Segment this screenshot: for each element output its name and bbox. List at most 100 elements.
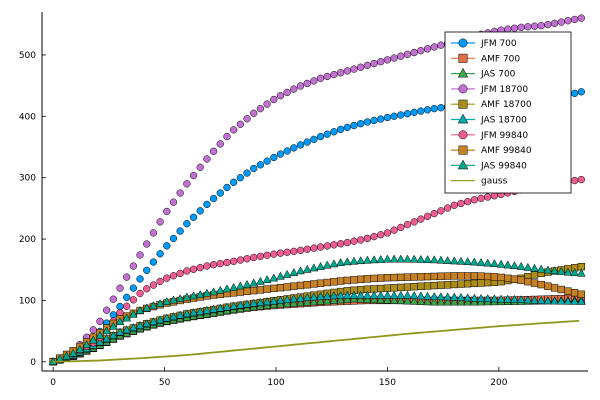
data-point xyxy=(517,23,525,31)
data-point xyxy=(550,266,559,275)
y-tick-label: 400 xyxy=(19,112,36,122)
data-point xyxy=(536,296,546,305)
data-point xyxy=(330,70,338,79)
data-point xyxy=(209,287,218,296)
data-point xyxy=(230,178,238,186)
x-tick-label: 50 xyxy=(159,378,171,388)
data-point xyxy=(416,254,426,263)
legend-label: JFM 99840 xyxy=(480,131,528,141)
data-point xyxy=(517,276,525,284)
data-point xyxy=(342,257,352,266)
data-point xyxy=(303,79,311,88)
data-point xyxy=(490,259,499,267)
data-point xyxy=(463,257,472,266)
data-point xyxy=(216,259,224,268)
data-point xyxy=(336,290,345,299)
data-point xyxy=(437,207,445,215)
data-point xyxy=(156,250,164,258)
data-point xyxy=(383,254,392,263)
data-point xyxy=(163,274,171,282)
data-point xyxy=(242,299,252,308)
data-point xyxy=(189,213,198,221)
data-point xyxy=(276,150,285,158)
data-point xyxy=(363,255,372,264)
data-point xyxy=(143,285,151,293)
data-point xyxy=(403,110,412,118)
data-point xyxy=(209,304,218,313)
data-point xyxy=(270,95,278,104)
data-point xyxy=(283,283,291,291)
data-point xyxy=(330,128,338,136)
data-point xyxy=(129,284,138,292)
data-point xyxy=(536,264,546,273)
data-point xyxy=(183,220,191,228)
data-point xyxy=(449,292,459,301)
data-point xyxy=(236,120,244,128)
data-point xyxy=(356,256,366,265)
data-point xyxy=(550,19,559,28)
data-point xyxy=(484,272,492,281)
data-point xyxy=(203,200,211,209)
data-point xyxy=(524,277,532,286)
data-point xyxy=(176,269,184,278)
data-point xyxy=(357,236,365,244)
data-point xyxy=(323,72,331,81)
data-point xyxy=(189,291,198,300)
data-point xyxy=(89,326,97,334)
data-point xyxy=(543,296,553,305)
data-point xyxy=(376,290,386,299)
data-point xyxy=(109,295,117,303)
data-point xyxy=(256,297,265,306)
data-point xyxy=(436,297,446,306)
data-point xyxy=(477,194,485,202)
data-point xyxy=(310,280,318,288)
data-point xyxy=(296,281,305,290)
data-point xyxy=(303,138,311,146)
data-point xyxy=(477,279,485,287)
data-point xyxy=(276,284,285,292)
data-point xyxy=(256,252,265,261)
data-point xyxy=(250,164,258,173)
data-point xyxy=(416,291,426,300)
data-point xyxy=(343,67,351,75)
legend-marker xyxy=(457,159,469,170)
data-point xyxy=(296,293,305,302)
data-point xyxy=(129,309,138,318)
legend-label: JFM 18700 xyxy=(480,85,528,95)
data-point xyxy=(123,302,131,310)
data-point xyxy=(456,256,466,265)
data-point xyxy=(496,294,506,303)
data-point xyxy=(570,268,579,277)
data-point xyxy=(530,279,539,287)
data-point xyxy=(363,290,372,299)
data-point xyxy=(363,275,372,283)
data-point xyxy=(290,282,298,290)
data-point xyxy=(123,273,131,281)
data-point xyxy=(116,302,124,311)
data-point xyxy=(543,265,553,274)
data-point xyxy=(383,274,392,282)
data-point xyxy=(390,273,398,282)
data-point xyxy=(503,260,513,269)
data-point xyxy=(450,272,458,280)
data-point xyxy=(243,115,251,123)
data-point xyxy=(329,291,339,300)
data-point xyxy=(429,292,439,300)
data-point xyxy=(363,234,372,243)
data-point xyxy=(230,257,238,265)
data-point xyxy=(75,344,85,353)
data-point xyxy=(296,82,305,90)
data-point xyxy=(316,132,325,141)
data-point xyxy=(263,157,271,165)
data-point xyxy=(323,278,331,287)
data-point xyxy=(95,337,105,346)
data-point xyxy=(243,255,251,263)
data-point xyxy=(203,262,211,270)
legend-label: JAS 99840 xyxy=(480,161,527,171)
data-point xyxy=(336,295,345,304)
data-point xyxy=(397,111,405,119)
data-point xyxy=(516,295,526,303)
data-point xyxy=(256,276,265,285)
series-7 xyxy=(49,272,585,366)
data-point xyxy=(389,295,399,304)
